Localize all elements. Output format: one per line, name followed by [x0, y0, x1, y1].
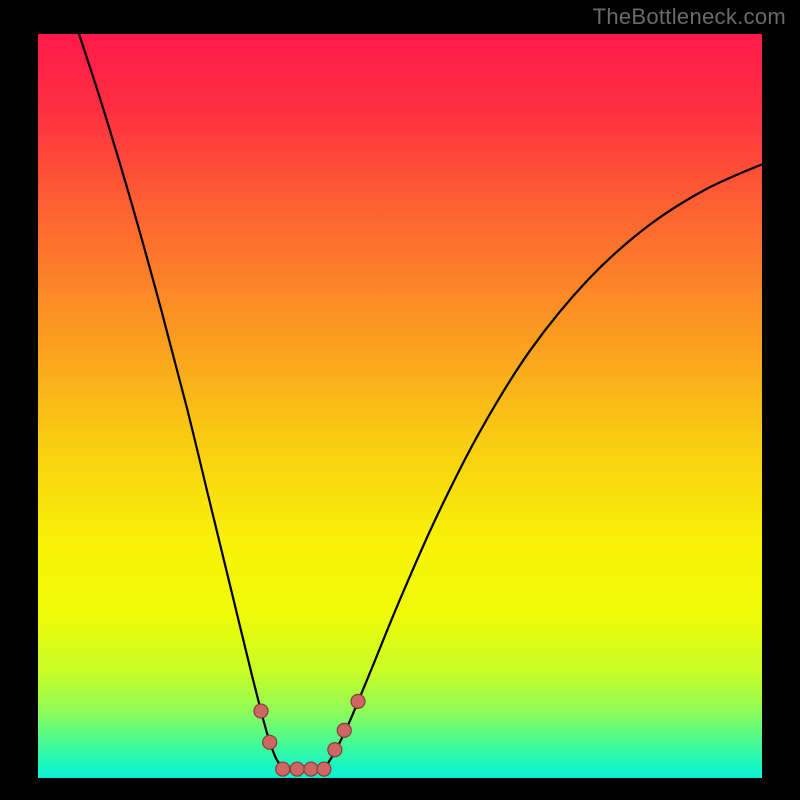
- watermark-text: TheBottleneck.com: [593, 4, 786, 30]
- data-marker: [254, 704, 268, 718]
- chart-canvas: TheBottleneck.com: [0, 0, 800, 800]
- data-marker: [328, 743, 342, 757]
- data-marker: [263, 735, 277, 749]
- data-marker: [337, 723, 351, 737]
- data-marker: [290, 762, 304, 776]
- data-marker: [351, 694, 365, 708]
- data-marker: [304, 762, 318, 776]
- data-marker: [317, 762, 331, 776]
- bottleneck-chart-svg: [0, 0, 800, 800]
- data-marker: [276, 762, 290, 776]
- plot-area: [38, 34, 762, 778]
